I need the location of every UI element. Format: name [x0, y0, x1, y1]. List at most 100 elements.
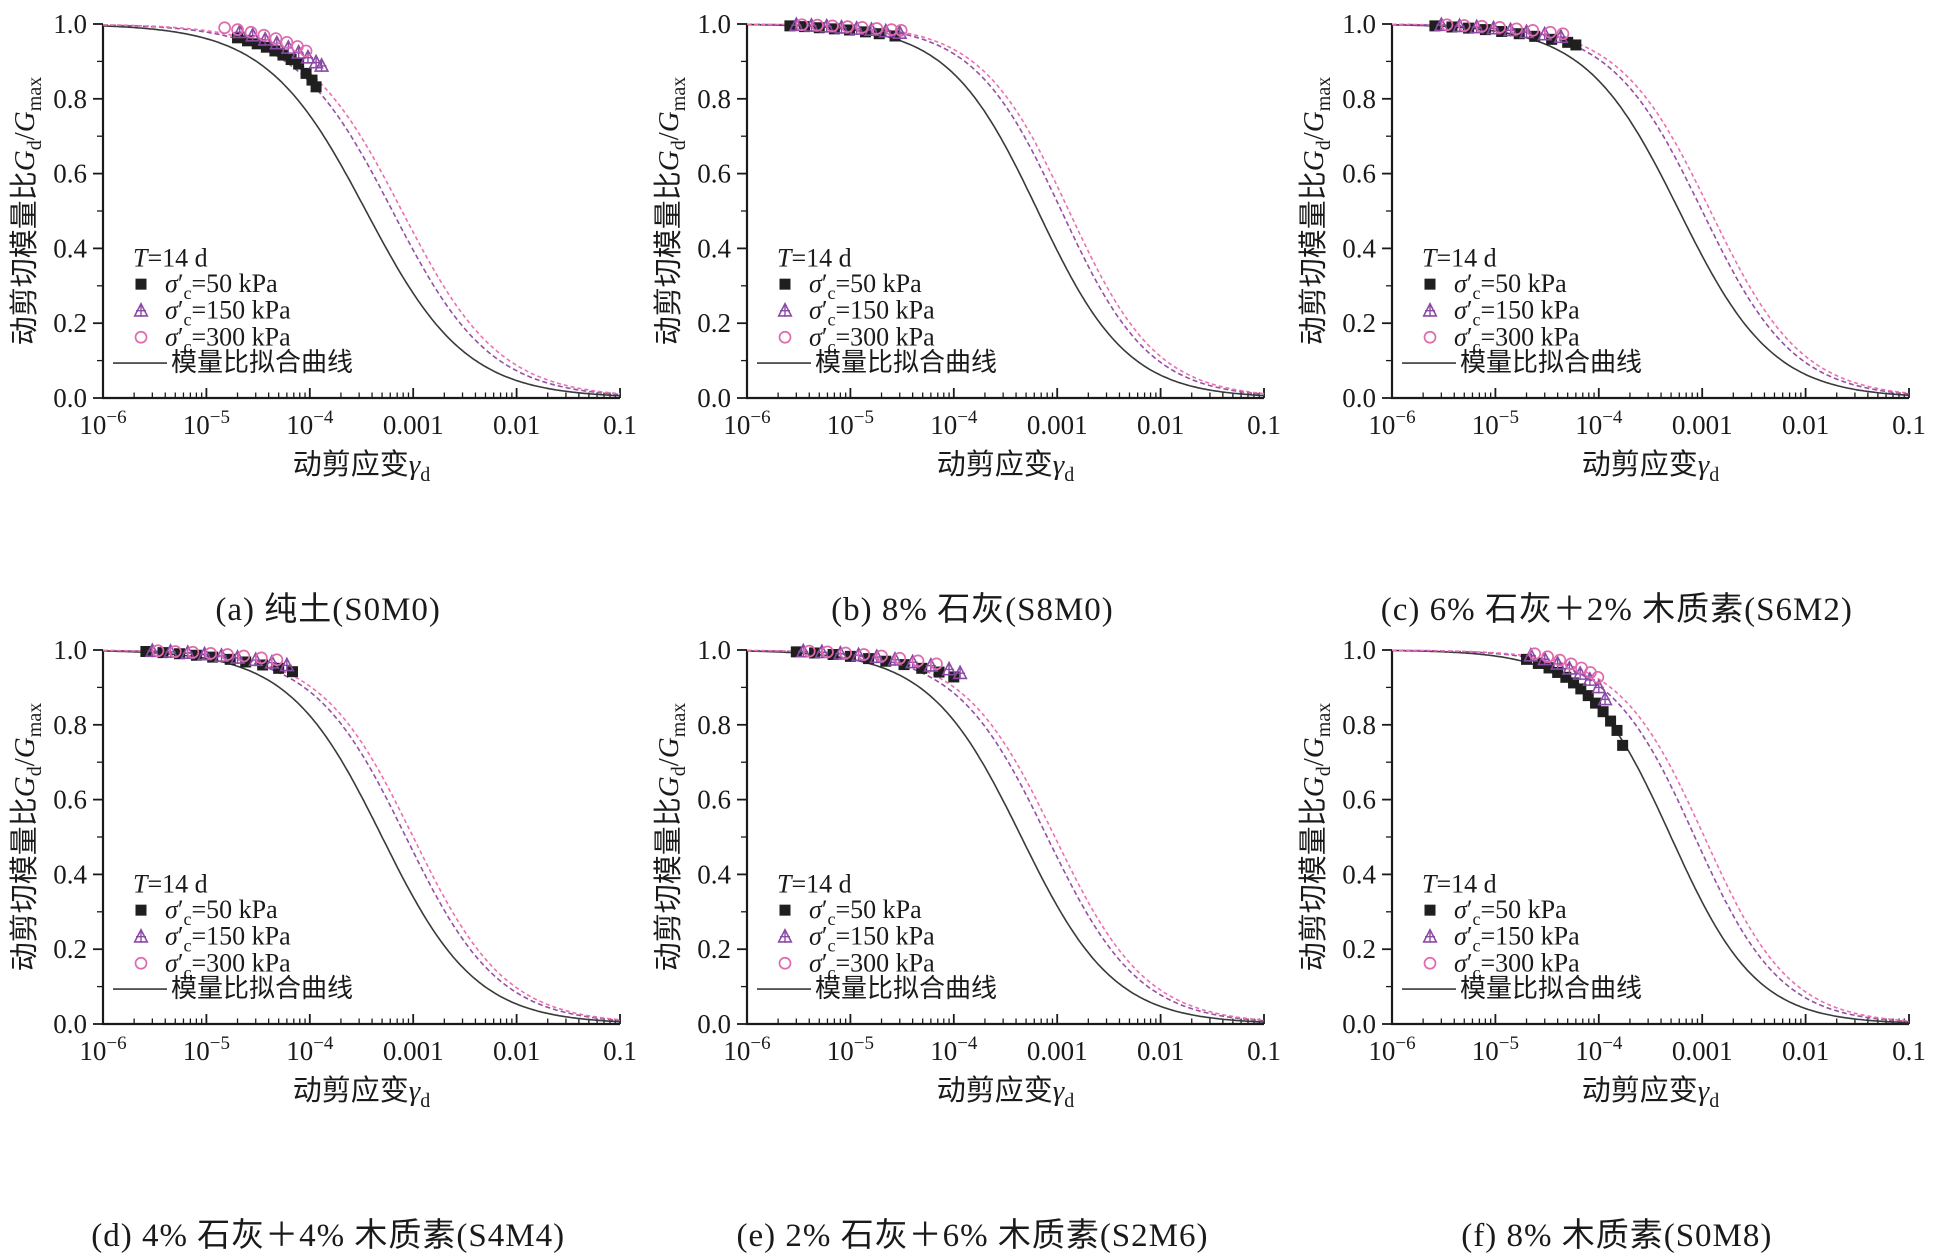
scatter-300kPa — [151, 644, 284, 667]
chart-b: 10−6 10−5 10−4 0.001 0.01 0.1 0.0 0.2 0.4 0.6 0.8 1… — [652, 9, 1281, 486]
legend-item-label: σ′c=300 kPa — [809, 322, 935, 356]
legend-item-label: σ′c=50 kPa — [165, 269, 278, 303]
marker-triangle-cross — [1597, 690, 1613, 706]
x-tick-label: 0.01 — [493, 410, 540, 440]
x-axis-title: 动剪应变γd — [937, 448, 1074, 486]
x-tick-label: 10−6 — [80, 1033, 127, 1066]
marker-square — [135, 278, 147, 290]
scatter-300kPa — [803, 644, 944, 671]
subplot-e-caption: (e) 2% 石灰＋6% 木质素(S2M6) — [736, 1218, 1209, 1254]
y-tick-label: 0.0 — [698, 1009, 732, 1039]
scatter-150kPa — [1523, 646, 1613, 706]
legend-item-label: σ′c=50 kPa — [809, 895, 922, 929]
legend-item-label: σ′c=150 kPa — [165, 296, 291, 330]
marker-circle — [870, 22, 884, 35]
marker-square — [300, 67, 312, 79]
x-tick-label: 10−6 — [1368, 407, 1415, 440]
marker-circle — [218, 21, 232, 35]
marker-circle — [1591, 670, 1605, 684]
y-tick-label: 0.8 — [1342, 710, 1376, 740]
scatter-300kPa — [1440, 18, 1570, 41]
marker-square — [261, 41, 273, 53]
y-axis-title: 动剪切模量比Gd/Gmax — [652, 77, 690, 345]
marker-circle — [221, 648, 235, 661]
x-tick-label: 0.01 — [493, 1036, 540, 1066]
y-tick-label: 1.0 — [53, 9, 87, 39]
marker-circle — [1526, 24, 1539, 37]
marker-circle — [169, 645, 182, 658]
curve-fit-50kPa — [1391, 23, 1909, 397]
x-tick-label: 0.1 — [1892, 410, 1926, 440]
marker-square — [784, 20, 796, 32]
scatter-150kPa — [144, 642, 295, 672]
x-tick-label: 0.01 — [1137, 410, 1184, 440]
x-tick-label: 0.001 — [1672, 1036, 1733, 1066]
marker-square — [1429, 20, 1441, 32]
marker-circle — [779, 330, 792, 344]
x-tick-label: 10−4 — [931, 407, 979, 440]
marker-triangle-cross — [1518, 23, 1534, 39]
y-tick-label: 0.2 — [53, 934, 87, 964]
marker-circle — [186, 645, 200, 659]
x-tick-label: 10−5 — [827, 1033, 874, 1066]
fit-curves — [1391, 23, 1909, 397]
marker-circle — [856, 21, 870, 34]
subplot-e: 10−6 10−5 10−4 0.001 0.01 0.1 0.0 0.2 0.4 0.6 0.8 1… — [650, 630, 1294, 1256]
scatter-300kPa — [1528, 647, 1605, 684]
chart-a: 10−6 10−5 10−4 0.001 0.01 0.1 0.0 0.2 0.4 0.6 0.8 1… — [8, 9, 637, 486]
x-tick-label: 10−5 — [183, 407, 230, 440]
y-axis-title: 动剪切模量比Gd/Gmax — [8, 703, 46, 971]
chart-c: 10−6 10−5 10−4 0.001 0.01 0.1 0.0 0.2 0.4 0.6 0.8 1… — [1297, 9, 1926, 486]
y-tick-label: 0.2 — [698, 308, 732, 338]
x-tick-label: 0.1 — [1248, 1036, 1282, 1066]
marker-square — [285, 54, 297, 66]
marker-circle — [1541, 650, 1554, 664]
svg-text:动剪切模量比Gd/Gmax: 动剪切模量比Gd/Gmax — [652, 703, 690, 971]
legend-fit-label: 模量比拟合曲线 — [815, 974, 997, 1003]
curve-fit-300kPa — [103, 24, 621, 395]
x-tick-label: 0.01 — [1782, 1036, 1829, 1066]
legend-title: T=14 d — [777, 243, 852, 272]
marker-circle — [912, 654, 925, 668]
axes: 10−6 10−5 10−4 0.001 0.01 0.1 0.0 0.2 0.4 0.6 0.8 1… — [1342, 9, 1926, 440]
marker-square — [1570, 39, 1582, 51]
marker-circle — [839, 646, 853, 660]
legend-item-label: σ′c=300 kPa — [1454, 948, 1580, 982]
x-axis-title: 动剪应变γd — [937, 1074, 1074, 1112]
x-tick-label: 0.1 — [603, 1036, 637, 1066]
y-tick-label: 0.4 — [53, 233, 87, 263]
subplot-a-caption: (a) 纯土(S0M0) — [215, 592, 441, 628]
y-tick-label: 1.0 — [1342, 635, 1376, 665]
y-tick-label: 0.4 — [1342, 859, 1376, 889]
x-tick-label: 0.1 — [1892, 1036, 1926, 1066]
marker-square — [1616, 739, 1628, 751]
legend-fit-label: 模量比拟合曲线 — [815, 348, 997, 377]
x-tick-label: 0.001 — [1672, 410, 1733, 440]
marker-square — [844, 24, 856, 36]
x-tick-label: 10−4 — [286, 407, 334, 440]
marker-circle — [257, 28, 271, 42]
y-tick-label: 0.4 — [698, 233, 732, 263]
legend-fit-label: 模量比拟合曲线 — [171, 974, 353, 1003]
marker-triangle-cross — [777, 927, 794, 943]
y-tick-label: 0.8 — [53, 710, 87, 740]
y-tick-label: 0.8 — [1342, 84, 1376, 114]
y-tick-label: 1.0 — [698, 635, 732, 665]
marker-square — [251, 38, 263, 50]
legend-item-label: σ′c=50 kPa — [809, 269, 922, 303]
marker-circle — [796, 18, 809, 32]
marker-circle — [237, 649, 251, 663]
marker-square — [898, 659, 910, 671]
marker-square — [791, 646, 803, 658]
marker-square — [310, 81, 322, 93]
y-tick-label: 0.2 — [53, 308, 87, 338]
marker-circle — [1423, 956, 1437, 970]
marker-square — [1560, 671, 1572, 683]
marker-circle — [270, 653, 284, 667]
x-tick-label: 0.001 — [1027, 1036, 1088, 1066]
subplot-a: 10−6 10−5 10−4 0.001 0.01 0.1 0.0 0.2 0.4 0.6 0.8 1… — [6, 4, 650, 630]
legend-item-label: σ′c=150 kPa — [809, 922, 935, 956]
legend-fit-label: 模量比拟合曲线 — [1460, 348, 1642, 377]
y-tick-label: 0.0 — [1342, 1009, 1376, 1039]
